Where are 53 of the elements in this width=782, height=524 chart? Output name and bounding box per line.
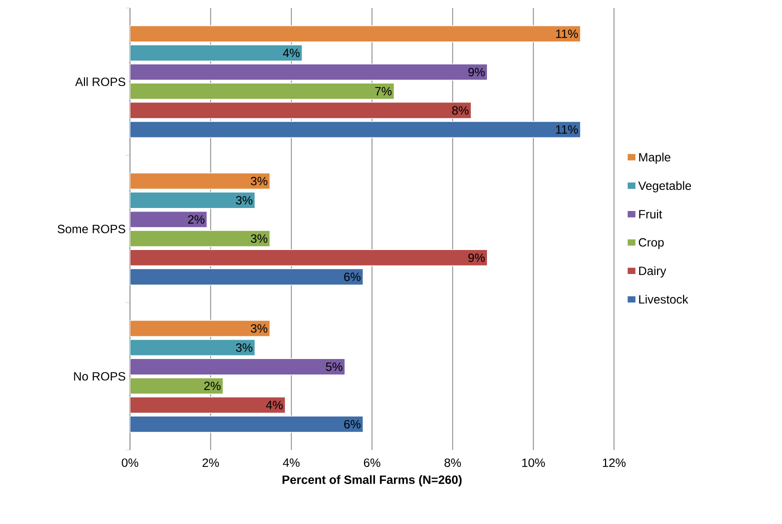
- bar: [130, 210, 208, 228]
- data-label: 6%: [344, 272, 360, 282]
- bar: [130, 268, 364, 286]
- data-label: 2%: [204, 382, 221, 390]
- x-tick-label: 10%: [522, 458, 545, 467]
- data-label: 4%: [266, 400, 283, 410]
- x-axis-title: Percent of Small Farms (N=260): [282, 475, 462, 486]
- bar: [130, 25, 581, 42]
- legend-label: Crop: [638, 238, 664, 250]
- data-label: 3%: [250, 324, 268, 333]
- data-label: 9%: [468, 68, 485, 76]
- bar: [130, 230, 270, 248]
- bar: [130, 377, 224, 394]
- bar: [130, 82, 395, 100]
- data-label: 6%: [344, 420, 360, 428]
- bar: [130, 44, 303, 62]
- x-tick-label: 4%: [282, 458, 300, 467]
- bar: [130, 396, 286, 414]
- data-label: 3%: [250, 176, 268, 186]
- bar: [130, 192, 256, 209]
- bar: [130, 64, 488, 81]
- y-tick-label: Some ROPS: [58, 224, 126, 234]
- legend-label: Vegetable: [638, 181, 692, 192]
- data-label: 11%: [556, 30, 578, 38]
- data-label: 8%: [452, 106, 469, 115]
- x-tick-label: 6%: [364, 458, 380, 467]
- bar: [130, 121, 581, 138]
- data-label: 9%: [468, 253, 485, 262]
- x-tick-label: 2%: [202, 458, 219, 467]
- data-label: 3%: [236, 196, 252, 204]
- y-tick-label: All ROPS: [75, 77, 126, 86]
- data-label: 11%: [556, 125, 578, 134]
- x-tick-label: 12%: [602, 458, 626, 467]
- bar: [130, 249, 488, 266]
- bar: [130, 102, 472, 119]
- data-label: 3%: [250, 234, 268, 243]
- data-label: 5%: [326, 362, 342, 371]
- data-label: 3%: [236, 343, 252, 352]
- bar: [130, 358, 346, 376]
- data-label: 4%: [282, 48, 300, 58]
- bar: [130, 320, 270, 337]
- x-tick-label: 0%: [122, 458, 138, 467]
- bar: [130, 339, 256, 356]
- data-label: 7%: [375, 87, 392, 96]
- legend-label: Fruit: [639, 210, 662, 218]
- legend-label: Maple: [639, 152, 670, 164]
- legend-label: Livestock: [639, 294, 688, 304]
- data-label: 2%: [188, 215, 204, 224]
- bar: [130, 416, 364, 433]
- x-tick-label: 8%: [444, 458, 461, 467]
- y-tick-label: No ROPS: [74, 372, 126, 381]
- bar: [130, 172, 270, 190]
- legend-label: Dairy: [639, 266, 666, 278]
